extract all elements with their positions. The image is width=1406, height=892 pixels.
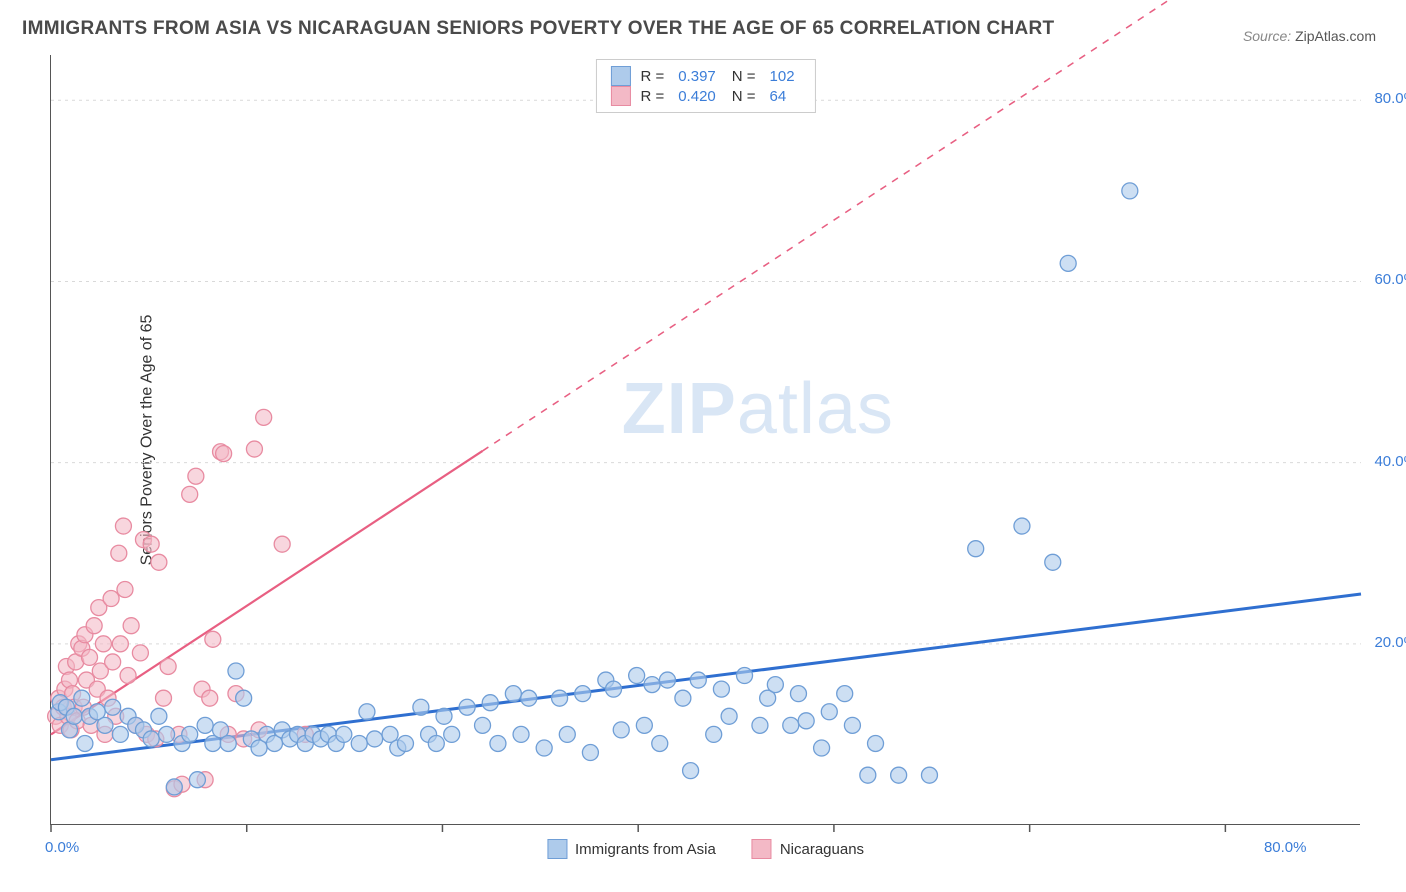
r-value-nicaraguans: 0.420 <box>678 88 716 105</box>
chart-container: Seniors Poverty Over the Age of 65 ZIPat… <box>50 55 1380 825</box>
series-swatch-asia <box>547 839 567 859</box>
r-label: R = <box>640 88 664 105</box>
y-tick-label: 20.0% <box>1374 634 1406 651</box>
n-value-nicaraguans: 64 <box>770 88 787 105</box>
series-label-asia: Immigrants from Asia <box>575 841 716 858</box>
scatter-plot: ZIPatlas R = 0.397 N = 102 R = 0.420 N =… <box>50 55 1360 825</box>
legend-swatch-nicaraguans <box>610 86 630 106</box>
source-label: Source: <box>1243 28 1295 44</box>
source-value: ZipAtlas.com <box>1295 28 1376 44</box>
plot-svg <box>51 55 1361 825</box>
x-tick-label: 0.0% <box>45 839 79 856</box>
r-label: R = <box>640 68 664 85</box>
series-legend-nicaraguans: Nicaraguans <box>752 839 864 859</box>
n-label: N = <box>732 88 756 105</box>
series-swatch-nicaraguans <box>752 839 772 859</box>
y-tick-label: 60.0% <box>1374 271 1406 288</box>
correlation-legend: R = 0.397 N = 102 R = 0.420 N = 64 <box>595 59 815 113</box>
series-legend-asia: Immigrants from Asia <box>547 839 716 859</box>
legend-row-nicaraguans: R = 0.420 N = 64 <box>610 86 800 106</box>
y-tick-label: 80.0% <box>1374 90 1406 107</box>
x-tick-label: 80.0% <box>1264 839 1307 856</box>
n-label: N = <box>732 68 756 85</box>
y-tick-label: 40.0% <box>1374 453 1406 470</box>
legend-swatch-asia <box>610 66 630 86</box>
r-value-asia: 0.397 <box>678 68 716 85</box>
chart-title: IMMIGRANTS FROM ASIA VS NICARAGUAN SENIO… <box>22 18 1054 40</box>
series-legend: Immigrants from Asia Nicaraguans <box>547 839 864 859</box>
legend-row-asia: R = 0.397 N = 102 <box>610 66 800 86</box>
series-label-nicaraguans: Nicaraguans <box>780 841 864 858</box>
source-attribution: Source: ZipAtlas.com <box>1243 28 1376 44</box>
n-value-asia: 102 <box>770 68 795 85</box>
